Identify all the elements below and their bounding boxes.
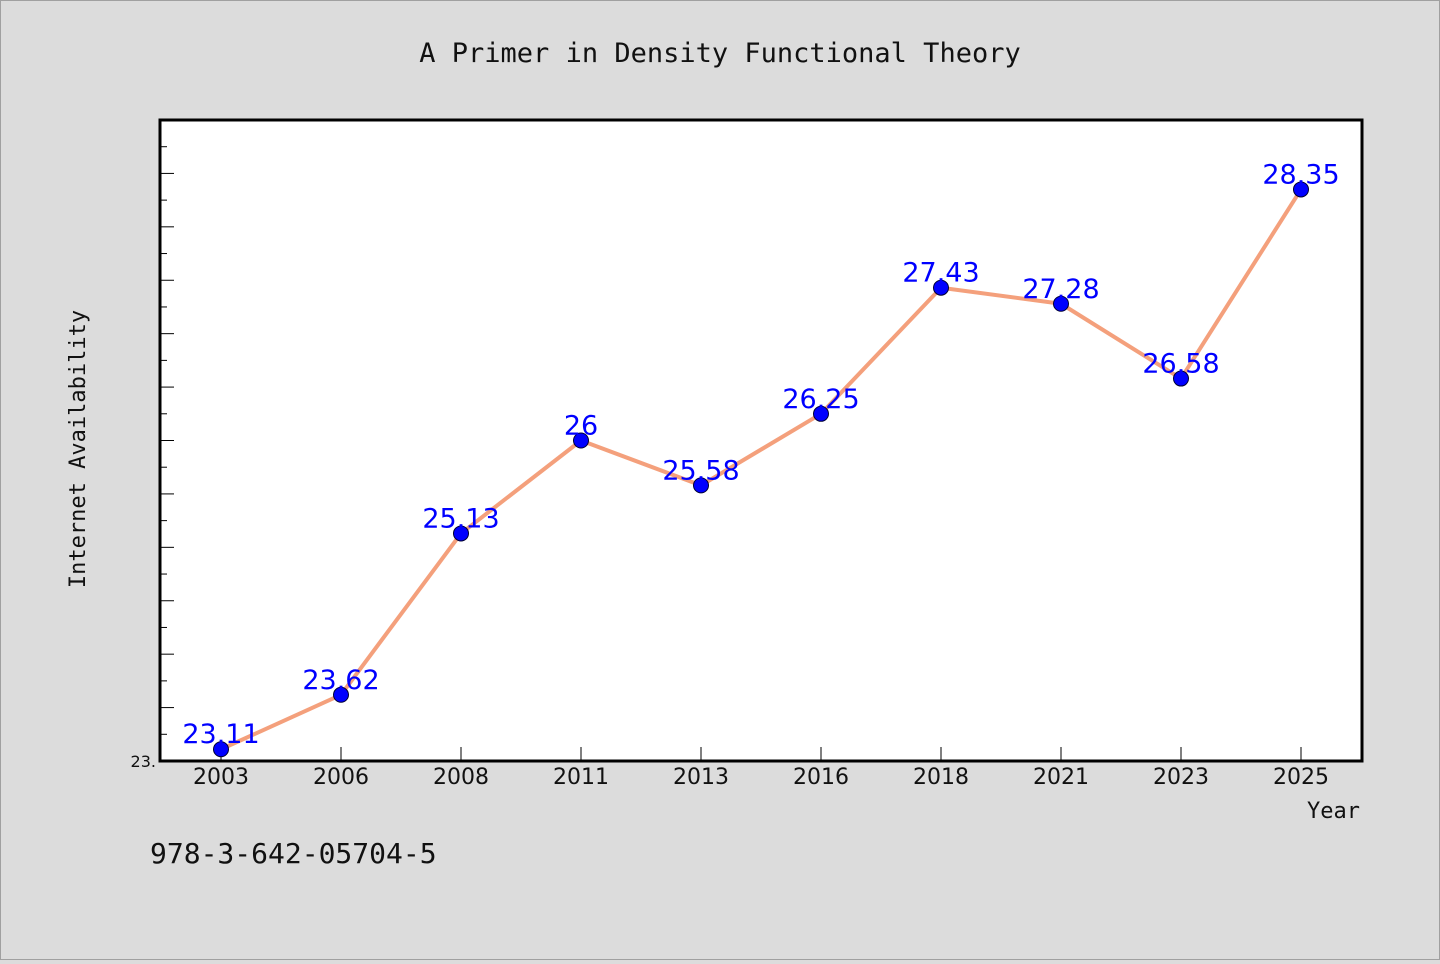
x-tick-label: 2021: [1033, 765, 1089, 790]
chart-title: A Primer in Density Functional Theory: [419, 38, 1020, 69]
data-point-marker: [693, 477, 709, 494]
data-point-label: 27.28: [1022, 274, 1099, 305]
y-tick-label: 23.: [131, 752, 156, 771]
data-point-marker: [453, 525, 469, 542]
x-tick-label: 2025: [1273, 765, 1329, 790]
x-axis-ticks: 2003 2006 2008 2011 2013 2016 2018 2021 2023 2025: [193, 747, 1329, 790]
data-point-marker: [813, 405, 829, 422]
data-point-marker: [573, 432, 589, 449]
data-point-label: 28.35: [1262, 159, 1339, 190]
data-point-label: 26: [564, 411, 598, 442]
data-point-marker: [333, 686, 349, 703]
data-point-label: 25.58: [662, 455, 739, 486]
data-point-marker: [1293, 181, 1309, 198]
x-tick-label: 2006: [313, 765, 369, 790]
data-point-label: 26.58: [1142, 349, 1219, 380]
y-axis-label: Internet Availability: [66, 310, 91, 588]
x-axis-label: Year: [1307, 799, 1360, 824]
series-line: [220, 188, 1303, 752]
x-tick-label: 2008: [433, 765, 489, 790]
series-layer: 23.11 23.62 25.13 26 25.58 26.25 27.43 27.28 26.…: [182, 159, 1340, 758]
x-tick-label: 2003: [193, 765, 249, 790]
data-point-marker: [213, 741, 229, 758]
data-point-marker: [933, 279, 949, 296]
data-point-marker: [1173, 370, 1189, 387]
x-tick-label: 2016: [793, 765, 849, 790]
data-point-label: 26.25: [782, 384, 859, 415]
x-tick-label: 2018: [913, 765, 969, 790]
data-point-label: 27.43: [902, 258, 979, 289]
isbn-footnote: 978-3-642-05704-5: [150, 837, 437, 870]
data-point-marker: [1053, 295, 1069, 312]
plot-area: [158, 118, 1364, 763]
x-tick-label: 2013: [673, 765, 729, 790]
x-tick-label: 2011: [553, 765, 609, 790]
data-point-label: 25.13: [422, 503, 499, 534]
y-axis-ticks: 23.: [131, 119, 174, 771]
x-tick-label: 2023: [1153, 765, 1209, 790]
data-point-label: 23.62: [302, 665, 379, 696]
data-point-label: 23.11: [182, 719, 259, 750]
